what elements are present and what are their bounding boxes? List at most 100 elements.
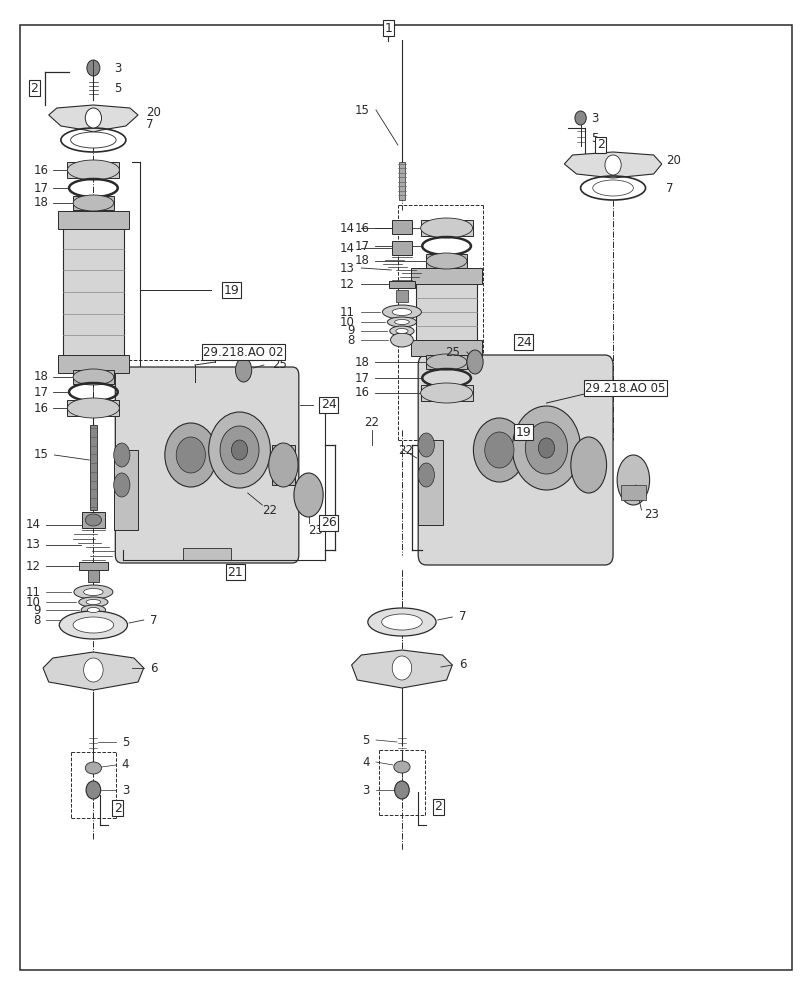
Text: 3: 3: [590, 111, 598, 124]
Ellipse shape: [67, 160, 119, 180]
Bar: [396, 290, 407, 302]
Ellipse shape: [294, 473, 323, 517]
Bar: [67, 400, 119, 416]
Text: 16: 16: [34, 401, 49, 414]
Ellipse shape: [73, 369, 114, 385]
Ellipse shape: [114, 443, 130, 467]
Text: 10: 10: [26, 595, 41, 608]
Text: 15: 15: [354, 104, 369, 116]
Text: 11: 11: [340, 306, 354, 318]
Ellipse shape: [466, 350, 483, 374]
Ellipse shape: [574, 111, 586, 125]
Bar: [620, 485, 645, 500]
Ellipse shape: [382, 305, 421, 319]
Bar: [82, 512, 105, 528]
Bar: [388, 281, 414, 288]
Text: 24: 24: [320, 398, 337, 412]
Bar: [79, 562, 108, 570]
Ellipse shape: [73, 617, 114, 633]
Text: 14: 14: [340, 241, 354, 254]
Text: 22: 22: [262, 503, 277, 516]
Ellipse shape: [235, 358, 251, 382]
Text: 6: 6: [150, 662, 157, 674]
Ellipse shape: [85, 762, 101, 774]
Ellipse shape: [420, 383, 472, 403]
Text: 16: 16: [34, 163, 49, 176]
Text: 24: 24: [515, 336, 531, 349]
Text: 20: 20: [146, 105, 161, 118]
Text: 9: 9: [33, 603, 41, 616]
Text: 7: 7: [150, 613, 157, 626]
Text: 3: 3: [122, 784, 129, 796]
Text: 5: 5: [362, 734, 369, 746]
Text: 3: 3: [362, 784, 369, 796]
Bar: [67, 162, 119, 178]
Ellipse shape: [390, 333, 413, 347]
Ellipse shape: [426, 354, 466, 370]
Text: 23: 23: [308, 523, 323, 536]
Bar: [114, 450, 138, 530]
Text: 7: 7: [665, 182, 672, 194]
Ellipse shape: [538, 438, 554, 458]
Text: 8: 8: [347, 334, 354, 347]
Text: 2: 2: [114, 802, 122, 814]
Text: 23: 23: [643, 508, 658, 521]
Polygon shape: [351, 650, 452, 688]
Text: 16: 16: [354, 386, 369, 399]
Bar: [58, 355, 129, 373]
Text: 18: 18: [34, 370, 49, 383]
Ellipse shape: [86, 599, 101, 604]
Ellipse shape: [389, 326, 414, 336]
Text: 4: 4: [122, 758, 129, 772]
Text: 18: 18: [34, 196, 49, 210]
Bar: [410, 340, 482, 356]
Ellipse shape: [268, 443, 298, 487]
Ellipse shape: [592, 180, 633, 196]
Ellipse shape: [616, 455, 649, 505]
Text: 6: 6: [458, 658, 466, 672]
Text: 22: 22: [364, 416, 379, 428]
Text: 17: 17: [354, 239, 369, 252]
Ellipse shape: [67, 398, 119, 418]
Text: 29.218.AO 02: 29.218.AO 02: [203, 346, 284, 359]
Bar: [90, 425, 97, 510]
Ellipse shape: [81, 605, 105, 615]
Text: 3: 3: [114, 62, 121, 75]
Text: 5: 5: [114, 82, 121, 95]
Text: 1: 1: [384, 21, 392, 34]
Ellipse shape: [392, 308, 411, 316]
Polygon shape: [49, 105, 138, 132]
Text: 25: 25: [272, 359, 286, 371]
Text: 25: 25: [445, 346, 460, 359]
Text: 2: 2: [596, 138, 604, 151]
Ellipse shape: [570, 437, 606, 493]
Text: 14: 14: [340, 222, 354, 234]
Bar: [182, 548, 231, 560]
Text: 10: 10: [340, 316, 354, 328]
Text: 29.218.AO 05: 29.218.AO 05: [585, 381, 664, 394]
Text: 4: 4: [362, 756, 369, 768]
Ellipse shape: [74, 585, 113, 599]
Text: 22: 22: [397, 444, 412, 456]
Text: 17: 17: [34, 385, 49, 398]
Ellipse shape: [392, 656, 411, 680]
Text: 26: 26: [320, 516, 337, 529]
Bar: [73, 370, 114, 384]
Ellipse shape: [165, 423, 217, 487]
Bar: [392, 241, 411, 255]
Text: 2: 2: [30, 82, 38, 95]
Ellipse shape: [418, 433, 434, 457]
Text: 14: 14: [26, 518, 41, 532]
Ellipse shape: [220, 426, 259, 474]
Ellipse shape: [84, 658, 103, 682]
Text: 18: 18: [354, 254, 369, 267]
Text: 18: 18: [354, 356, 369, 368]
Bar: [88, 570, 99, 582]
Bar: [410, 268, 482, 284]
Ellipse shape: [114, 473, 130, 497]
Ellipse shape: [394, 320, 409, 324]
Ellipse shape: [79, 597, 108, 607]
Bar: [73, 196, 114, 210]
Text: 7: 7: [458, 610, 466, 624]
Ellipse shape: [82, 613, 105, 627]
